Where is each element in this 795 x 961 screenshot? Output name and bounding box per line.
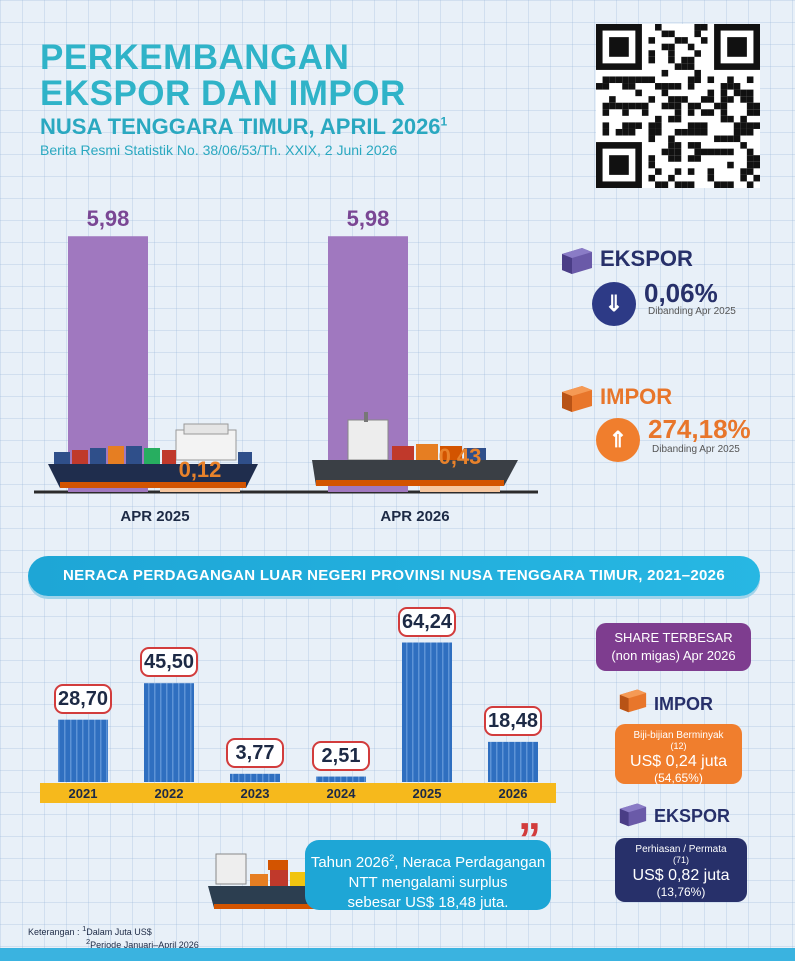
ekspor-container-icon	[619, 803, 647, 827]
subtitle: NUSA TENGGARA TIMUR, APRIL 20261	[40, 114, 447, 140]
year-label-2025: 2025	[412, 786, 442, 801]
year-label-2026: 2026	[498, 786, 528, 801]
share-impor-title: IMPOR	[654, 694, 714, 714]
ekspor-change-note: Dibanding Apr 2025	[648, 306, 736, 317]
notes-line-2: 2Periode Januari–April 2026	[86, 937, 199, 950]
balance-bar-2022	[144, 683, 194, 782]
ekspor-value-label-1: 5,98	[346, 206, 390, 232]
period-label-apr-2026: APR 2026	[380, 508, 450, 525]
balance-value-label-2025: 64,24	[398, 606, 456, 637]
notes-text-2: Periode Januari–April 2026	[90, 940, 199, 950]
balance-bar-2026	[488, 741, 538, 782]
callout-line-2: NTT mengalami surplus	[348, 874, 508, 891]
impor-value-label-0: 0,12	[178, 456, 222, 482]
year-label-2022: 2022	[154, 786, 184, 801]
year-axis-bar	[40, 783, 556, 803]
share-ekspor-title: EKSPOR	[654, 806, 731, 826]
trade-balance-chart	[58, 642, 538, 782]
balance-bar-2024	[316, 776, 366, 782]
balance-value-label-2026: 18,48	[484, 705, 542, 736]
balance-bar-2023	[230, 773, 280, 782]
trade-balance-banner: NERACA PERDAGANGAN LUAR NEGERI PROVINSI …	[28, 556, 760, 596]
surplus-callout: Tahun 20262, Neraca Perdagangan NTT meng…	[305, 840, 551, 911]
qr-code-icon[interactable]	[596, 24, 760, 188]
impor-container-icon	[562, 386, 592, 412]
notes-text-1: Dalam Juta US$	[86, 927, 152, 937]
share-impor-code: (12)	[670, 741, 687, 751]
share-ekspor-box: Perhiasan / Permata (71) US$ 0,82 juta (…	[615, 838, 747, 902]
impor-change-note: Dibanding Apr 2025	[652, 444, 740, 455]
share-title-box: SHARE TERBESAR (non migas) Apr 2026	[596, 623, 751, 671]
ekspor-container-icon	[562, 248, 592, 274]
subtitle-footnote: 1	[440, 114, 448, 129]
impor-bar-0	[160, 486, 240, 492]
share-impor-pct: (54,65%)	[654, 771, 703, 785]
balance-bar-2021	[58, 719, 108, 782]
quote-icon: ”	[518, 813, 541, 865]
cargo-ship-icon	[48, 423, 258, 488]
share-ekspor-commodity: Perhiasan / Permata	[635, 844, 727, 855]
notes-line-1: Keterangan : 1Dalam Juta US$	[28, 924, 152, 937]
balance-value-label-2021: 28,70	[54, 683, 112, 714]
subtitle-text: NUSA TENGGARA TIMUR, APRIL 2026	[40, 114, 441, 139]
chevron-double-down-icon: ⇓	[592, 282, 636, 326]
share-impor-box: Biji-bijian Berminyak (12) US$ 0,24 juta…	[615, 724, 742, 785]
bottom-strip	[0, 948, 795, 961]
impor-title: IMPOR	[600, 384, 673, 409]
balance-value-label-2022: 45,50	[140, 647, 198, 678]
impor-value-label-1: 0,43	[438, 443, 482, 469]
impor-change-pct: 274,18%	[648, 414, 751, 444]
cargo-ship-icon	[312, 412, 518, 486]
release-reference: Berita Resmi Statistik No. 38/06/53/Th. …	[40, 142, 398, 158]
share-ekspor-value: US$ 0,82 juta	[632, 867, 730, 884]
share-impor-commodity: Biji-bijian Berminyak	[633, 730, 724, 741]
callout-line-3: sebesar US$ 18,48 juta.	[347, 894, 509, 911]
balance-value-label-2024: 2,51	[312, 740, 370, 771]
notes-sup-2: 2	[86, 937, 91, 946]
share-title-line-1: SHARE TERBESAR	[614, 630, 733, 645]
year-label-2024: 2024	[326, 786, 356, 801]
export-import-chart	[34, 236, 538, 494]
year-label-2023: 2023	[240, 786, 270, 801]
title-line-1: PERKEMBANGAN	[40, 38, 350, 77]
callout-line-1a: Tahun 2026	[310, 854, 390, 871]
callout-line-1b: , Neraca Perdagangan	[394, 854, 546, 871]
share-title-line-2: (non migas) Apr 2026	[611, 648, 736, 663]
ekspor-change-pct: 0,06%	[644, 278, 718, 308]
share-ekspor-code: (71)	[672, 855, 689, 865]
notes-label: Keterangan :	[28, 927, 80, 937]
balance-bar-2025	[402, 642, 452, 782]
ekspor-title: EKSPOR	[600, 246, 693, 271]
impor-container-icon	[619, 689, 647, 713]
share-impor-value: US$ 0,24 juta	[630, 753, 727, 770]
period-label-apr-2025: APR 2025	[120, 508, 190, 525]
title-line-2: EKSPOR DAN IMPOR	[40, 74, 406, 113]
chevron-double-up-icon: ⇑	[596, 418, 640, 462]
ekspor-value-label-0: 5,98	[86, 206, 130, 232]
balance-value-label-2023: 3,77	[226, 737, 284, 768]
year-label-2021: 2021	[68, 786, 98, 801]
notes-sup-1: 1	[82, 924, 87, 933]
share-ekspor-pct: (13,76%)	[656, 885, 706, 899]
callout-footnote: 2	[389, 853, 395, 863]
callout-line-1: Tahun 20262, Neraca Perdagangan	[305, 848, 551, 873]
